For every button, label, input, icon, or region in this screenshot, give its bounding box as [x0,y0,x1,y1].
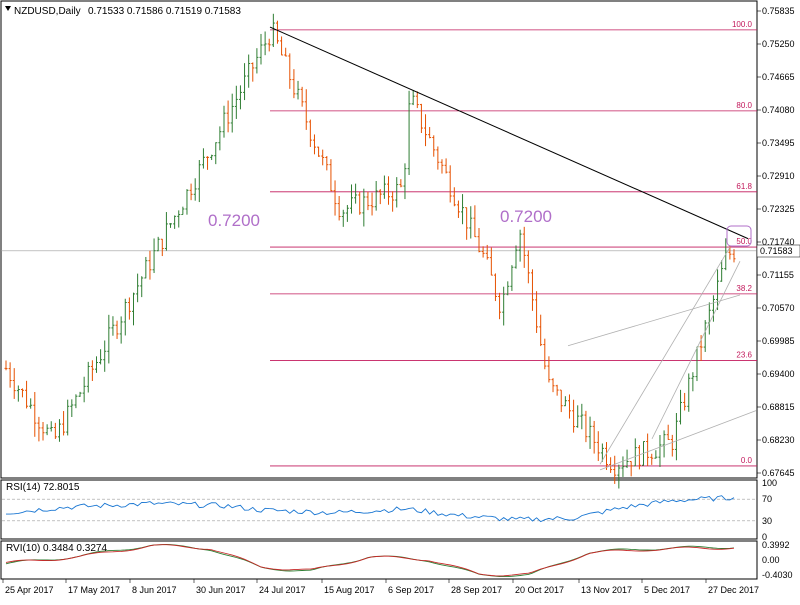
fib-label-61.8: 61.8 [736,182,752,191]
price-tick-label: 0.68815 [762,402,795,412]
time-tick-label: 5 Dec 2017 [644,585,690,595]
time-tick-label: 30 Jun 2017 [196,585,246,595]
symbol-label: NZDUSD,Daily [14,6,81,17]
annotation-0720-left: 0.7200 [208,211,260,230]
time-tick-label: 25 Apr 2017 [5,585,54,595]
overlays [269,26,757,471]
channel-top-line [567,294,741,347]
time-tick-label: 8 Jun 2017 [132,585,177,595]
time-tick-label: 6 Sep 2017 [388,585,434,595]
price-tick-label: 0.74080 [762,105,795,115]
channel-lower-line [599,410,757,471]
price-tick-label: 0.75835 [762,6,795,16]
price-tick-label: 0.69985 [762,336,795,346]
price-tick-label: 0.71155 [762,270,794,280]
rvi-panel[interactable] [0,540,758,580]
channel-mid-line [651,261,741,440]
price-tick-label: 0.67645 [762,468,795,478]
rvi-level-label: 0.00 [762,555,780,565]
rvi-level-label: 0.3992 [762,540,790,550]
time-tick-label: 15 Aug 2017 [324,585,375,595]
price-tick-label: 0.75250 [762,39,795,49]
annotation-0720-right: 0.7200 [500,207,552,226]
fib-label-100.0: 100.0 [732,20,753,29]
time-tick-label: 27 Dec 2017 [708,585,759,595]
rsi-panel[interactable] [0,479,758,540]
candles [4,13,736,489]
rvi-indicator: 0.3992 0.00 -0.4030 [5,540,793,580]
collapse-triangle-icon[interactable] [5,6,11,11]
channel-upper-line [599,246,731,465]
price-tick-label: 0.74665 [762,72,795,82]
rvi-line-1 [5,544,735,577]
time-tick-label: 28 Sep 2017 [451,585,502,595]
time-tick-label: 17 May 2017 [68,585,120,595]
price-tick-label: 0.73495 [762,138,795,148]
rsi-indicator: 100 70 30 0 [2,478,777,542]
price-tick-label: 0.68230 [762,435,795,445]
rsi-level-label: 70 [762,494,772,504]
fib-label-23.6: 23.6 [736,350,752,359]
time-tick-label: 20 Oct 2017 [515,585,564,595]
fib-label-0.0: 0.0 [741,456,753,465]
time-tick-label: 24 Jul 2017 [259,585,306,595]
rvi-title: RVI(10) 0.3484 0.3274 [6,543,107,554]
main-panel[interactable] [0,0,758,479]
rsi-level-label: 0 [762,532,767,542]
price-tick-label: 0.69400 [762,369,795,379]
rsi-level-label: 30 [762,516,772,526]
price-tick-label: 0.72910 [762,171,795,181]
highlight-box [726,225,752,247]
price-tick-label: 0.72325 [762,204,795,214]
time-tick-label: 13 Nov 2017 [581,585,632,595]
rvi-level-label: -0.4030 [762,570,793,580]
time-axis: 25 Apr 2017 17 May 2017 8 Jun 2017 30 Jun 2… [2,579,759,595]
fibonacci-levels[interactable]: 100.0 80.0 61.8 50.0 38.2 23.6 0.0 [1,20,757,467]
current-price-label: 0.71583 [760,246,793,256]
price-axis: 0.75835 0.75250 0.74665 0.74080 0.73495 0.729… [757,6,795,478]
price-tick-label: 0.71740 [762,237,795,247]
fib-label-80.0: 80.0 [736,101,752,110]
current-price-box [756,244,800,258]
price-tick-label: 0.70570 [762,303,795,313]
fib-label-50.0: 50.0 [736,237,752,246]
rsi-level-label: 100 [762,478,777,488]
ohlc-label: 0.71533 0.71586 0.71519 0.71583 [88,6,241,17]
rsi-title: RSI(14) 72.8015 [6,482,80,493]
fib-label-38.2: 38.2 [736,284,752,293]
downtrend-line [269,26,749,240]
rsi-line [6,495,735,523]
